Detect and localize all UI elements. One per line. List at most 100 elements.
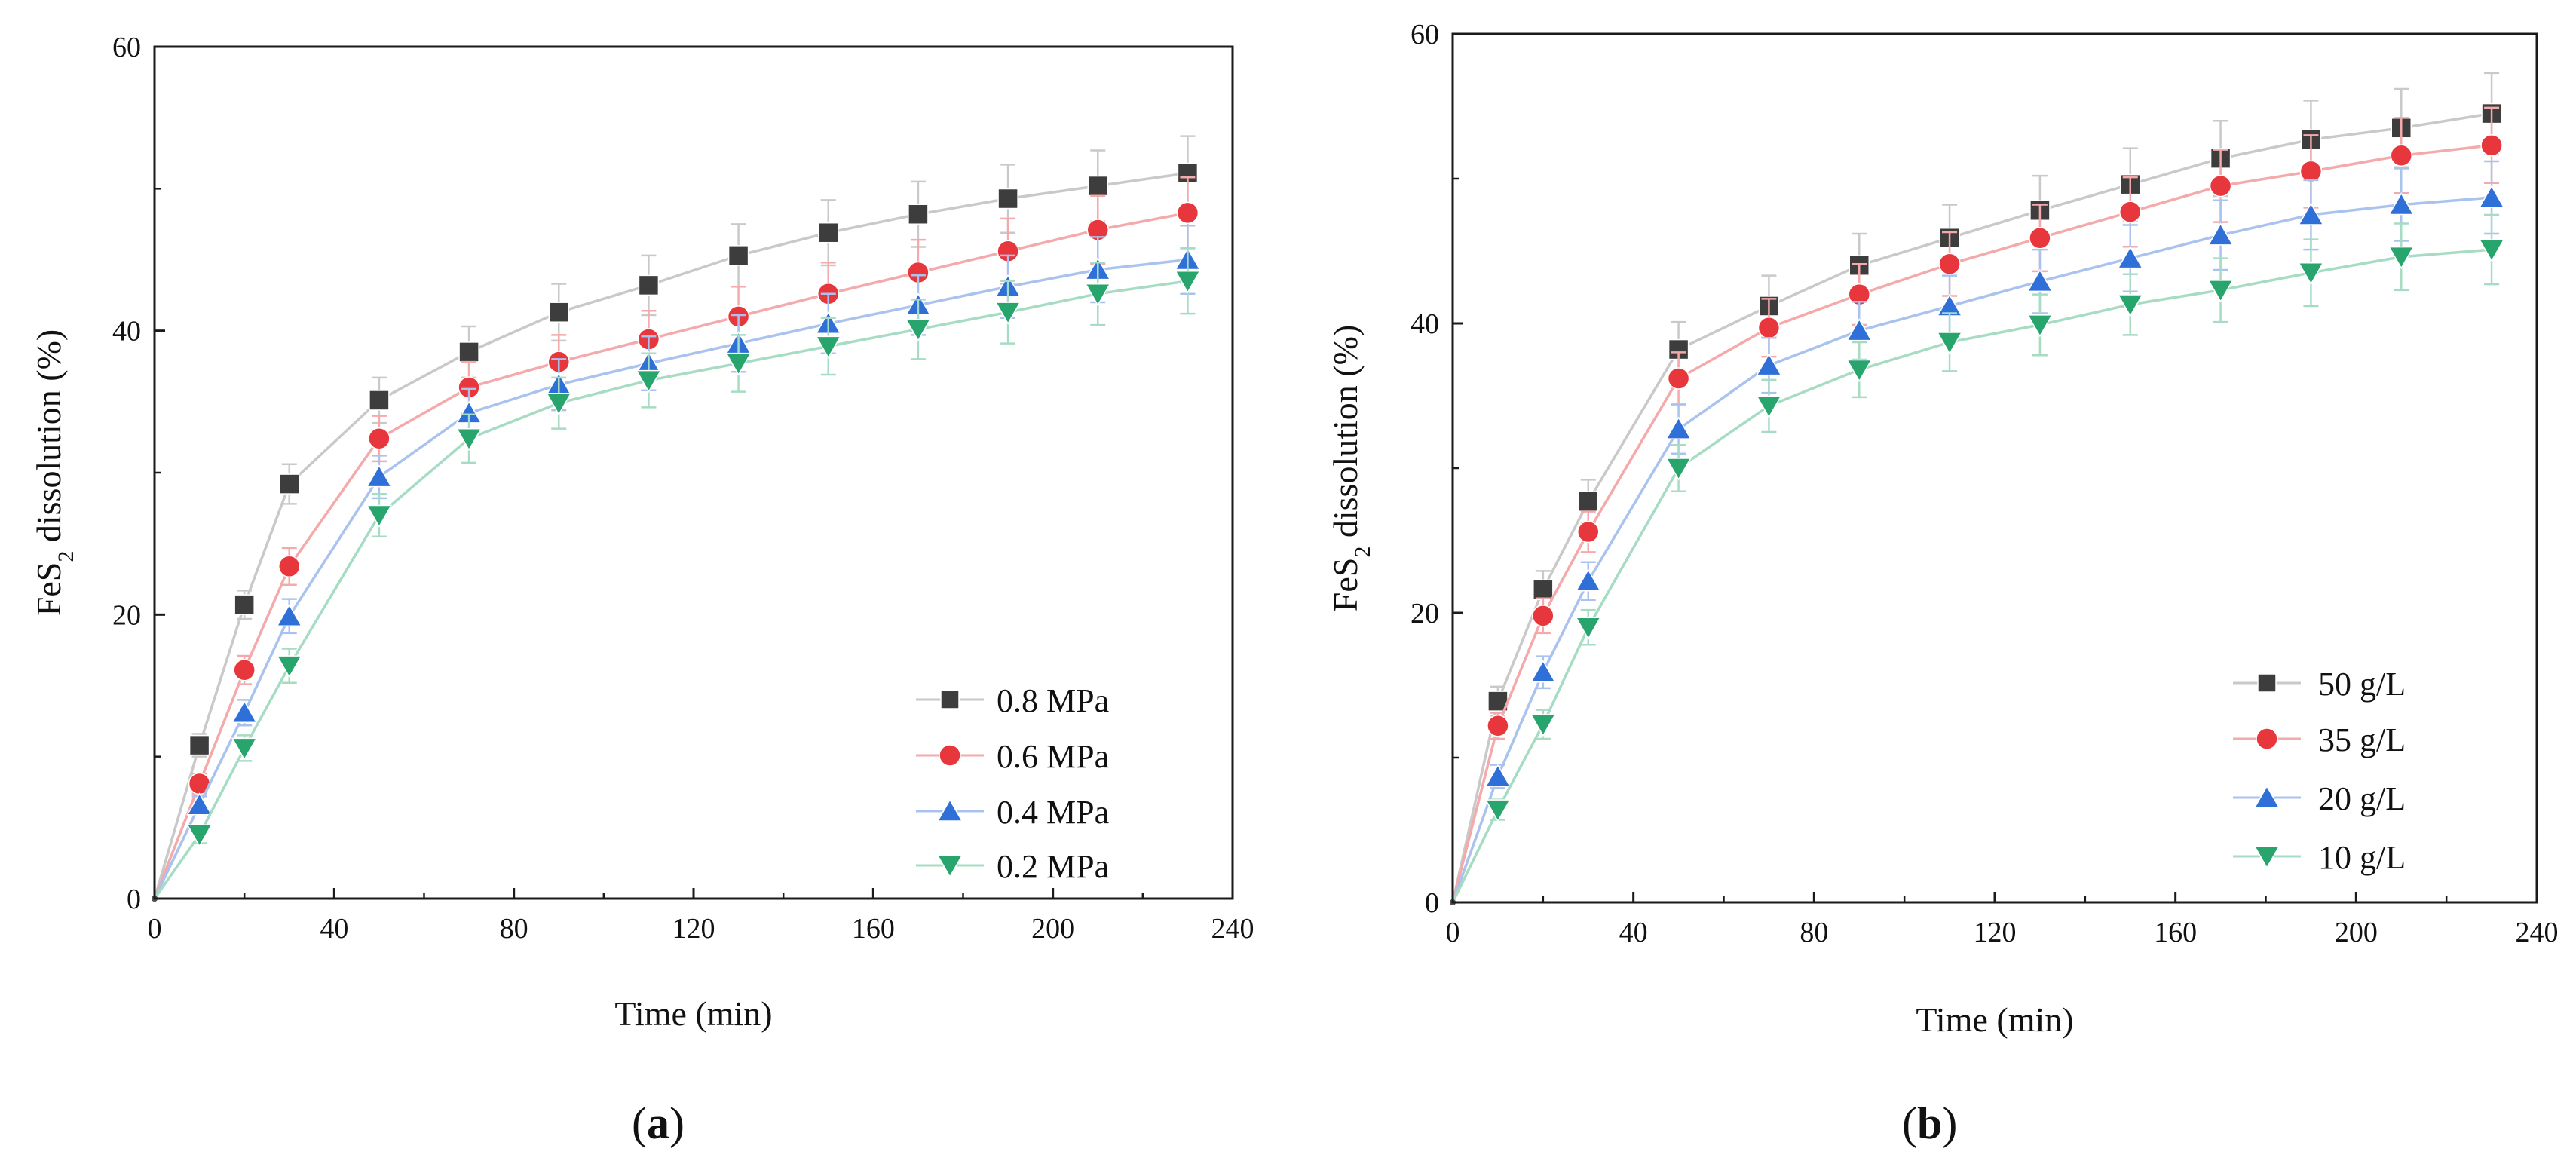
x-axis-title-b: Time (min) [1916, 1000, 2073, 1039]
legend-label-b-2: 20 g/L [2318, 780, 2406, 817]
data-point-b-0-2 [1533, 579, 1554, 601]
data-point-a-1-4 [368, 427, 391, 450]
x-tick-label-b-6: 240 [2516, 917, 2559, 948]
legend-item-b-3: 10 g/L [2233, 839, 2406, 876]
y-axis-title-suffix-b: dissolution (%) [1326, 325, 1365, 547]
y-tick-label-b-2: 40 [1411, 308, 1439, 340]
data-point-a-3-3 [276, 655, 303, 678]
legend-item-a-3: 0.2 MPa [916, 848, 1109, 885]
data-point-b-3-6 [1845, 359, 1873, 382]
legend-label-a-3: 0.2 MPa [997, 848, 1109, 885]
data-point-a-3-5 [455, 428, 482, 452]
data-point-b-1-3 [1577, 520, 1600, 544]
panel-label-b-close: ) [1942, 1098, 1957, 1148]
x-tick-label-a-0: 0 [148, 913, 162, 945]
data-point-b-2-10 [2207, 222, 2234, 246]
data-point-b-2-11 [2298, 202, 2324, 225]
data-point-a-0-12 [1087, 175, 1108, 197]
data-point-b-0-3 [1578, 491, 1599, 512]
data-point-a-0-5 [458, 341, 479, 363]
data-point-b-2-13 [2478, 185, 2505, 208]
x-tick-label-a-5: 200 [1031, 913, 1074, 945]
data-point-a-0-6 [548, 302, 569, 323]
data-point-a-0-9 [818, 222, 839, 243]
panel-label-a-letter: a [647, 1098, 669, 1148]
data-point-b-2-2 [1530, 660, 1557, 683]
ticks-layer-a: 0 40 80 120 160 200 240 0 20 40 60 [112, 32, 1254, 945]
data-point-b-3-9 [2117, 294, 2144, 317]
series-layer-a [152, 135, 1201, 902]
data-point-b-1-11 [2299, 160, 2323, 183]
data-point-a-3-4 [366, 504, 393, 528]
data-point-b-3-3 [1575, 617, 1602, 640]
data-point-a-1-3 [278, 555, 301, 578]
x-tick-label-a-2: 80 [500, 913, 528, 945]
legend-item-a-1: 0.6 MPa [916, 738, 1109, 775]
data-point-b-1-8 [2029, 226, 2051, 250]
data-point-a-3-11 [994, 302, 1022, 325]
data-point-b-1-1 [1487, 715, 1509, 737]
legend-label-a-1: 0.6 MPa [997, 738, 1109, 775]
y-tick-label-a-0: 0 [127, 884, 141, 915]
y-axis-title-sub-a: 2 [54, 551, 78, 562]
data-point-b-2-6 [1845, 318, 1873, 341]
x-tick-label-a-3: 120 [672, 913, 715, 945]
x-tick-label-a-1: 40 [320, 913, 348, 945]
data-point-a-0-4 [369, 390, 390, 411]
data-point-a-3-13 [1175, 271, 1201, 294]
legend-item-a-0: 0.8 MPa [916, 682, 1109, 719]
y-tick-label-b-1: 20 [1411, 598, 1439, 629]
series-line-a-0 [153, 171, 1188, 899]
series-line-a-3 [153, 280, 1188, 900]
data-point-b-1-4 [1667, 367, 1690, 390]
data-point-a-3-7 [636, 369, 662, 394]
y-axis-title-prefix-a: FeS [29, 562, 68, 617]
series-a-3 [152, 247, 1201, 902]
x-tick-label-b-3: 120 [1974, 917, 2017, 948]
data-point-b-2-3 [1575, 568, 1602, 592]
y-tick-label-b-3: 60 [1411, 19, 1439, 51]
data-point-b-3-13 [2478, 239, 2505, 262]
legend-item-b-2: 20 g/L [2233, 780, 2406, 817]
data-point-b-3-11 [2298, 262, 2324, 286]
data-point-b-1-2 [1532, 605, 1554, 627]
legend-label-b-3: 10 g/L [2318, 839, 2406, 876]
data-point-b-3-12 [2388, 246, 2415, 270]
data-point-a-0-2 [234, 594, 255, 615]
series-line-b-1 [1451, 144, 2492, 903]
data-point-b-1-13 [2480, 134, 2503, 157]
data-point-a-2-2 [231, 700, 258, 724]
data-point-b-2-8 [2026, 268, 2054, 292]
data-point-b-1-10 [2209, 174, 2232, 198]
data-point-a-0-1 [188, 734, 210, 756]
series-b-1 [1450, 106, 2503, 905]
data-point-b-1-5 [1757, 317, 1781, 339]
x-axis-title-a: Time (min) [614, 994, 772, 1033]
x-tick-label-b-4: 160 [2154, 917, 2197, 948]
x-tick-label-b-2: 80 [1800, 917, 1828, 948]
data-point-a-3-6 [545, 392, 572, 416]
y-axis-title-a: FeS2 dissolution (%) [29, 329, 78, 616]
series-b-3 [1450, 213, 2505, 905]
y-axis-title-prefix-b: FeS [1326, 558, 1365, 612]
data-point-a-1-13 [1176, 201, 1199, 225]
legend-label-a-0: 0.8 MPa [997, 682, 1109, 719]
series-line-b-2 [1451, 196, 2492, 903]
data-point-a-0-8 [727, 245, 749, 266]
data-point-a-3-12 [1084, 283, 1111, 307]
y-axis-title-sub-b: 2 [1350, 547, 1375, 558]
data-point-a-3-1 [186, 824, 213, 847]
panel-label-b: (b) [1902, 1098, 1957, 1148]
y-tick-label-a-2: 40 [112, 316, 141, 348]
x-tick-label-a-6: 240 [1211, 913, 1254, 945]
x-tick-label-b-0: 0 [1446, 917, 1460, 948]
data-point-b-3-10 [2207, 280, 2234, 303]
legend-b: 50 g/L 35 g/L 20 g/L 10 g/L [2233, 666, 2406, 876]
y-axis-title-suffix-a: dissolution (%) [29, 329, 68, 551]
ticks-layer-b: 0 40 80 120 160 200 240 0 20 40 60 [1411, 19, 2559, 948]
data-point-a-3-10 [905, 319, 932, 342]
data-point-b-3-1 [1484, 799, 1512, 822]
series-line-a-1 [153, 211, 1188, 899]
data-point-a-1-2 [233, 659, 256, 681]
